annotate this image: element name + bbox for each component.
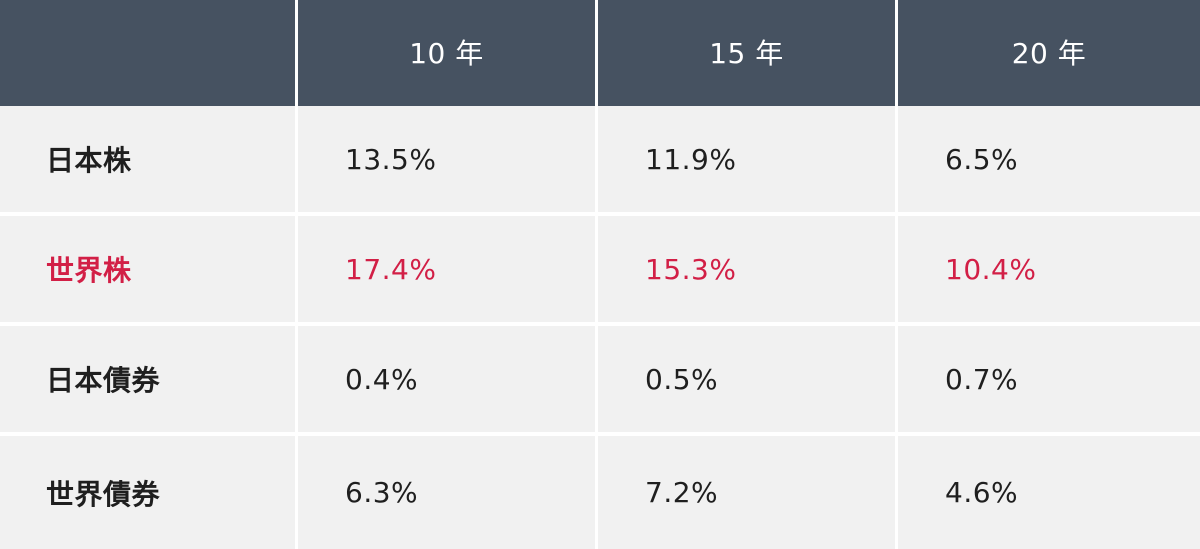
row-japan-bonds-15y: 0.5%: [598, 326, 898, 436]
header-10y-label: 10 年: [409, 37, 484, 70]
row-world-stocks-20y: 10.4%: [898, 216, 1200, 326]
row-japan-stocks-label: 日本株: [0, 106, 298, 216]
header-10y: 10 年: [298, 0, 598, 106]
header-blank-cell: [0, 0, 298, 106]
row-world-stocks-label: 世界株: [0, 216, 298, 326]
header-20y: 20 年: [898, 0, 1200, 106]
row-japan-stocks-20y: 6.5%: [898, 106, 1200, 216]
row-japan-stocks-10y: 13.5%: [298, 106, 598, 216]
row-world-bonds-15y: 7.2%: [598, 436, 898, 549]
row-japan-bonds-label: 日本債券: [0, 326, 298, 436]
header-15y-label: 15 年: [709, 37, 784, 70]
row-japan-bonds-10y: 0.4%: [298, 326, 598, 436]
header-15y: 15 年: [598, 0, 898, 106]
row-world-bonds-label: 世界債券: [0, 436, 298, 549]
row-world-stocks-15y: 15.3%: [598, 216, 898, 326]
header-20y-label: 20 年: [1011, 37, 1087, 70]
row-world-bonds-10y: 6.3%: [298, 436, 598, 549]
row-japan-bonds-20y: 0.7%: [898, 326, 1200, 436]
row-japan-stocks-15y: 11.9%: [598, 106, 898, 216]
row-world-bonds-20y: 4.6%: [898, 436, 1200, 549]
row-world-stocks-10y: 17.4%: [298, 216, 598, 326]
